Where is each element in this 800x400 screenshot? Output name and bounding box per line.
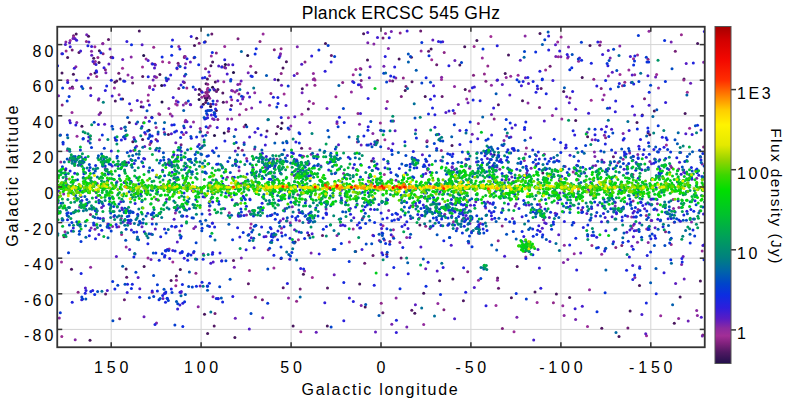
svg-text:20: 20 xyxy=(32,149,56,166)
svg-text:-60: -60 xyxy=(24,292,57,309)
svg-text:Galactic latitude: Galactic latitude xyxy=(4,104,21,247)
svg-text:-100: -100 xyxy=(539,359,586,376)
svg-text:-150: -150 xyxy=(629,359,676,376)
svg-text:40: 40 xyxy=(32,114,56,131)
svg-text:-80: -80 xyxy=(24,327,57,344)
svg-text:50: 50 xyxy=(280,359,305,376)
svg-text:1: 1 xyxy=(737,325,749,342)
svg-text:-40: -40 xyxy=(24,256,57,273)
svg-text:Flux density (Jy): Flux density (Jy) xyxy=(768,128,785,265)
svg-text:-50: -50 xyxy=(456,359,491,376)
svg-text:150: 150 xyxy=(94,359,132,376)
svg-text:10: 10 xyxy=(737,245,760,262)
svg-text:0: 0 xyxy=(45,185,57,202)
svg-text:Planck ERCSC 545 GHz: Planck ERCSC 545 GHz xyxy=(302,3,501,23)
svg-text:0: 0 xyxy=(377,359,390,376)
svg-text:100: 100 xyxy=(737,165,772,182)
svg-text:Galactic longitude: Galactic longitude xyxy=(302,381,460,398)
svg-text:1E3: 1E3 xyxy=(737,85,773,102)
svg-text:-20: -20 xyxy=(24,221,57,238)
svg-text:60: 60 xyxy=(32,78,56,95)
svg-text:80: 80 xyxy=(32,43,56,60)
svg-text:100: 100 xyxy=(184,359,222,376)
